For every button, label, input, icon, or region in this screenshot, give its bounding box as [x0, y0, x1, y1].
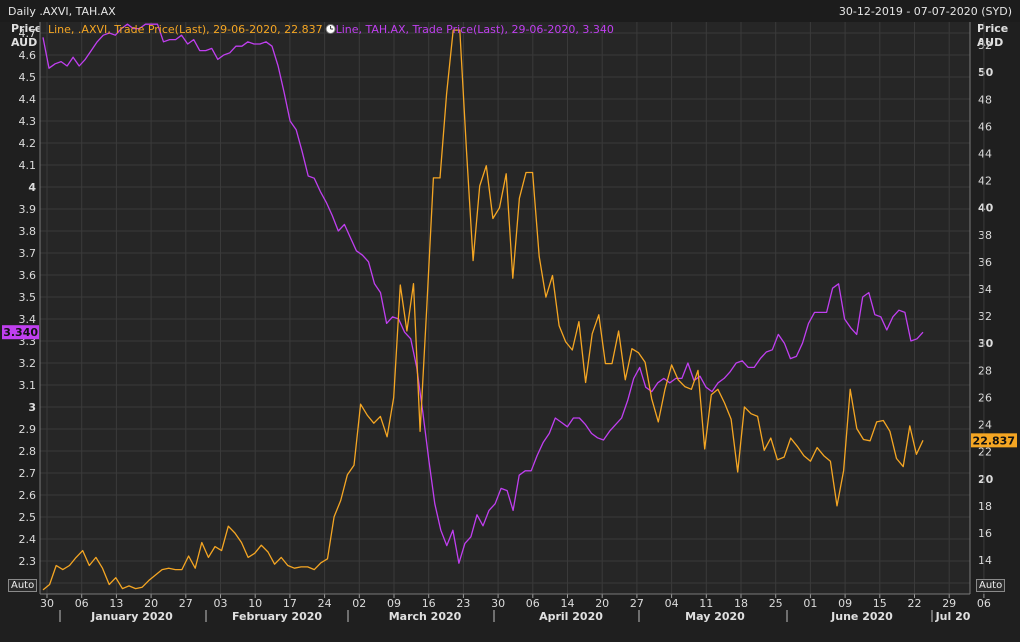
left-axis-unit-currency: AUD: [11, 36, 38, 49]
month-label: Jul 20: [935, 610, 971, 623]
x-tick-label: 25: [769, 597, 783, 610]
axvi-last-value-text: 22.837: [973, 434, 1015, 447]
x-tick-label: 17: [283, 597, 297, 610]
x-tick-label: 09: [387, 597, 401, 610]
x-tick-label: 15: [873, 597, 887, 610]
left-tick-label: 3.6: [19, 269, 37, 282]
axvi-last-value-tag: [971, 433, 1017, 448]
right-tick-label: 52: [978, 39, 992, 52]
left-tick-label: 2.8: [19, 445, 37, 458]
left-tick-label: 2.5: [19, 511, 37, 524]
plot-area: [40, 22, 970, 594]
right-tick-label: 26: [978, 391, 992, 404]
x-tick-label: 13: [109, 597, 123, 610]
right-tick-label: 28: [978, 364, 992, 377]
legend-tah: Line, TAH.AX, Trade Price(Last), 29-06-2…: [336, 23, 614, 36]
x-tick-label: 29: [942, 597, 956, 610]
left-tick-label: 3: [28, 401, 36, 414]
right-tick-label: 48: [978, 93, 992, 106]
left-tick-label: 2.4: [19, 533, 37, 546]
title-bar: Daily .AXVI, TAH.AX 30-12-2019 - 07-07-2…: [0, 0, 1020, 22]
tah-last-value-tag: [2, 325, 39, 340]
x-tick-label: 30: [491, 597, 505, 610]
right-tick-label: 30: [978, 337, 994, 350]
x-tick-label: 18: [734, 597, 748, 610]
left-tick-label: 2.7: [19, 467, 37, 480]
clock-icon: [325, 24, 336, 34]
tah-last-value-text: 3.340: [3, 326, 38, 339]
date-range: 30-12-2019 - 07-07-2020 (SYD): [838, 5, 1012, 18]
chart-title: Daily .AXVI, TAH.AX: [8, 5, 116, 18]
left-auto-scale-button[interactable]: Auto: [8, 579, 38, 592]
left-tick-label: 2.9: [19, 423, 37, 436]
right-tick-label: 50: [978, 66, 994, 79]
month-label: June 2020: [830, 610, 893, 623]
x-tick-label: 22: [908, 597, 922, 610]
left-tick-label: 2.3: [19, 555, 37, 568]
x-tick-label: 30: [40, 597, 54, 610]
tah-price-line: [42, 23, 924, 564]
x-tick-label: 06: [75, 597, 89, 610]
month-label: February 2020: [232, 610, 322, 623]
right-tick-label: 34: [978, 283, 992, 296]
left-tick-label: 2.6: [19, 489, 37, 502]
right-tick-label: 16: [978, 527, 992, 540]
left-tick-label: 3.4: [19, 313, 37, 326]
axvi-price-line: [42, 29, 924, 591]
x-tick-label: 27: [179, 597, 193, 610]
left-tick-label: 4.7: [19, 27, 37, 40]
x-tick-label: 06: [526, 597, 540, 610]
x-tick-label: 01: [803, 597, 817, 610]
right-tick-label: 32: [978, 310, 992, 323]
x-tick-label: 24: [318, 597, 332, 610]
left-tick-label: 3.2: [19, 357, 37, 370]
right-axis-unit-price: Price: [977, 22, 1009, 35]
x-tick-label: 16: [422, 597, 436, 610]
right-tick-label: 20: [978, 473, 994, 486]
x-tick-label: 20: [144, 597, 158, 610]
right-tick-label: 42: [978, 175, 992, 188]
left-tick-label: 4.4: [19, 93, 37, 106]
left-tick-label: 3.7: [19, 247, 37, 260]
left-tick-label: 4.1: [19, 159, 37, 172]
left-tick-label: 3.1: [19, 379, 37, 392]
right-tick-label: 40: [978, 202, 994, 215]
left-tick-label: 3.9: [19, 203, 37, 216]
right-tick-label: 38: [978, 229, 992, 242]
x-tick-label: 20: [595, 597, 609, 610]
month-label: April 2020: [539, 610, 603, 623]
right-tick-label: 22: [978, 446, 992, 459]
x-tick-label: 06: [977, 597, 991, 610]
right-tick-label: 46: [978, 120, 992, 133]
left-tick-label: 4.3: [19, 115, 37, 128]
right-tick-label: 18: [978, 500, 992, 513]
month-label: May 2020: [685, 610, 745, 623]
x-tick-label: 09: [838, 597, 852, 610]
left-tick-label: 4.2: [19, 137, 37, 150]
x-tick-label: 23: [456, 597, 470, 610]
right-tick-label: 44: [978, 147, 992, 160]
x-tick-label: 10: [248, 597, 262, 610]
right-tick-label: 24: [978, 419, 992, 432]
x-tick-label: 02: [352, 597, 366, 610]
x-tick-label: 14: [561, 597, 575, 610]
left-axis-unit: Price AUD: [11, 22, 42, 50]
right-auto-scale-button[interactable]: Auto: [976, 579, 1006, 592]
x-tick-label: 27: [630, 597, 644, 610]
x-tick-label: 04: [665, 597, 679, 610]
left-tick-label: 4.5: [19, 71, 37, 84]
right-tick-label: 14: [978, 554, 992, 567]
left-tick-label: 3.5: [19, 291, 37, 304]
x-tick-label: 11: [699, 597, 713, 610]
left-tick-label: 4: [28, 181, 36, 194]
month-label: March 2020: [389, 610, 462, 623]
left-axis-unit-price: Price: [11, 22, 43, 35]
right-tick-label: 36: [978, 256, 992, 269]
legend-axvi: Line, .AXVI, Trade Price(Last), 29-06-20…: [48, 23, 323, 36]
left-tick-label: 3.8: [19, 225, 37, 238]
month-label: January 2020: [90, 610, 173, 623]
x-tick-label: 03: [214, 597, 228, 610]
left-tick-label: 4.6: [19, 49, 37, 62]
